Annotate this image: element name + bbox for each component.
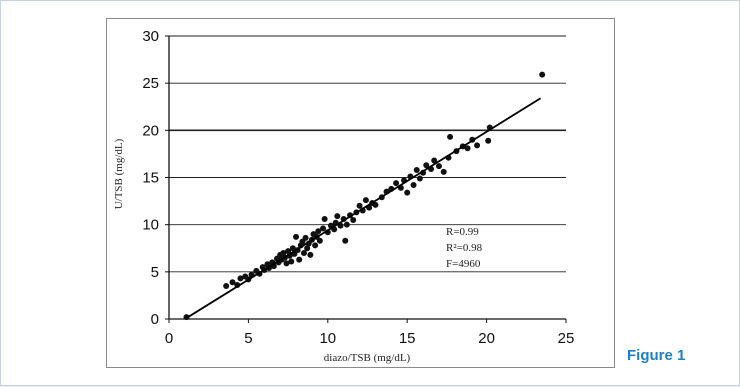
data-point: [312, 242, 319, 249]
data-point: [320, 225, 327, 232]
y-tick-label: 0: [151, 311, 159, 328]
data-point: [356, 202, 363, 209]
data-point: [393, 180, 400, 187]
data-point: [321, 216, 328, 223]
data-point: [300, 249, 307, 256]
data-point: [280, 249, 287, 256]
data-point: [285, 248, 292, 255]
data-point: [431, 157, 438, 164]
y-tick-label: 10: [142, 217, 159, 234]
data-point: [404, 189, 411, 196]
data-point: [223, 282, 230, 289]
statistics-annotation: R=0.99 R²=0.98 F=4960: [446, 226, 483, 270]
data-point: [343, 221, 350, 228]
stat-annotation: F=4960: [446, 258, 481, 270]
y-tick-label: 30: [142, 28, 159, 45]
y-tick-label: 25: [142, 75, 159, 92]
x-tick-label: 0: [165, 330, 173, 347]
data-point: [334, 213, 341, 220]
data-point: [237, 275, 244, 282]
data-point: [362, 197, 369, 204]
data-point: [372, 201, 379, 208]
axes: [165, 35, 567, 323]
data-point: [447, 133, 454, 140]
data-point: [485, 137, 492, 144]
data-point: [350, 216, 357, 223]
stat-annotation: R²=0.98: [446, 242, 483, 254]
y-tick-label: 15: [142, 170, 159, 187]
data-point: [316, 237, 323, 244]
x-tick-label: 10: [319, 330, 336, 347]
data-point: [293, 233, 300, 240]
data-point: [315, 228, 322, 235]
data-point: [539, 71, 546, 78]
data-point: [416, 175, 423, 182]
data-point: [413, 166, 420, 173]
data-point: [283, 260, 290, 267]
regression-line: [185, 97, 542, 319]
data-point: [474, 142, 481, 149]
x-axis-title: diazo/TSB (mg/dL): [324, 352, 411, 364]
figure-caption: Figure 1: [627, 347, 686, 364]
data-point: [423, 162, 430, 169]
chart-frame: [106, 18, 615, 368]
data-points: [183, 71, 546, 321]
data-point: [229, 279, 236, 286]
data-point: [302, 234, 309, 241]
data-point: [307, 251, 314, 258]
tick-labels: 0 5 10 15 20 25 30 0 5 10 15 20 25: [142, 28, 574, 347]
data-point: [304, 245, 311, 252]
data-point: [410, 182, 417, 189]
x-tick-label: 20: [478, 330, 495, 347]
x-tick-label: 15: [399, 330, 416, 347]
stat-annotation: R=0.99: [446, 226, 479, 238]
data-point: [440, 168, 447, 175]
y-tick-label: 5: [151, 264, 159, 281]
data-point: [289, 245, 296, 252]
y-tick-label: 20: [142, 122, 159, 139]
data-point: [464, 145, 471, 152]
data-point: [296, 256, 303, 263]
data-point: [288, 258, 295, 265]
y-axis-title: U/TSB (mg/dL): [113, 138, 125, 209]
gridlines: [169, 35, 566, 273]
x-tick-label: 25: [558, 330, 575, 347]
x-tick-label: 5: [244, 330, 252, 347]
data-point: [342, 237, 349, 244]
data-point: [435, 163, 442, 170]
